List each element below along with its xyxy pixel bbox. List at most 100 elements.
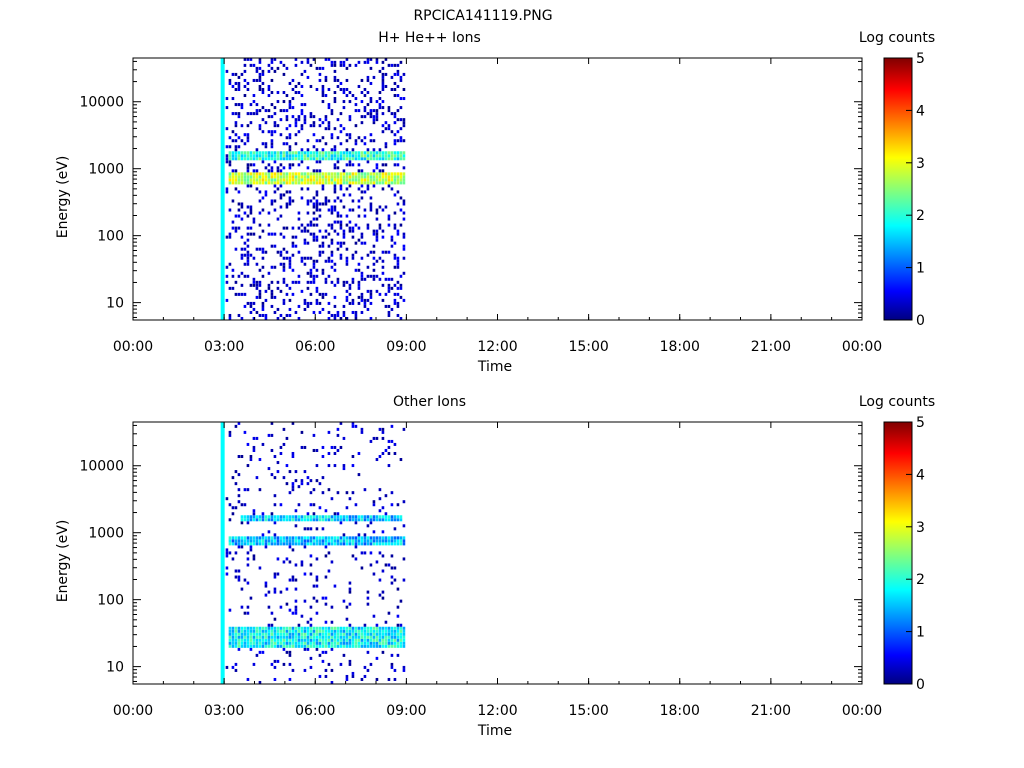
heatmap-cell bbox=[342, 518, 346, 522]
heatmap-cell bbox=[357, 178, 361, 182]
heatmap-cell bbox=[396, 190, 400, 194]
heatmap-cell bbox=[333, 268, 337, 272]
heatmap-cell bbox=[396, 94, 400, 98]
heatmap-cell bbox=[384, 641, 388, 645]
heatmap-cell bbox=[270, 515, 274, 519]
heatmap-cell bbox=[324, 635, 328, 639]
heatmap-cell bbox=[288, 662, 292, 666]
heatmap-cell bbox=[240, 283, 244, 287]
heatmap-cell bbox=[276, 518, 280, 522]
heatmap-cell bbox=[261, 650, 265, 654]
heatmap-cell bbox=[243, 154, 247, 158]
heatmap-cell bbox=[270, 623, 274, 627]
heatmap-cell bbox=[363, 60, 367, 64]
heatmap-cell bbox=[402, 118, 406, 122]
heatmap-cell bbox=[339, 81, 343, 85]
heatmap-cell bbox=[267, 172, 271, 176]
heatmap-cell bbox=[336, 118, 340, 122]
heatmap-cell bbox=[360, 181, 364, 185]
heatmap-cell bbox=[369, 638, 373, 642]
heatmap-cell bbox=[327, 638, 331, 642]
heatmap-cell bbox=[375, 623, 379, 627]
heatmap-cell bbox=[318, 78, 322, 82]
heatmap-cell bbox=[360, 542, 364, 546]
heatmap-cell bbox=[318, 632, 322, 636]
heatmap-cell bbox=[339, 184, 343, 188]
heatmap-cell bbox=[378, 178, 382, 182]
heatmap-cell bbox=[348, 662, 352, 666]
heatmap-cell bbox=[342, 205, 346, 209]
heatmap-cell bbox=[249, 548, 253, 552]
heatmap-cell bbox=[255, 310, 259, 314]
heatmap-cell bbox=[270, 265, 274, 269]
heatmap-cell bbox=[309, 112, 313, 116]
heatmap-cell bbox=[384, 292, 388, 296]
heatmap-cell bbox=[330, 112, 334, 116]
heatmap-cell bbox=[249, 253, 253, 257]
heatmap-cell bbox=[381, 87, 385, 92]
heatmap-cell bbox=[363, 115, 367, 119]
heatmap-cell bbox=[231, 626, 235, 630]
heatmap-cell bbox=[369, 115, 373, 119]
heatmap-cell bbox=[363, 175, 367, 179]
heatmap-cell bbox=[333, 451, 337, 456]
heatmap-cell bbox=[345, 256, 349, 260]
heatmap-cell bbox=[375, 259, 379, 263]
heatmap-cell bbox=[258, 629, 262, 633]
heatmap-cell bbox=[342, 641, 346, 645]
heatmap-cell bbox=[369, 175, 373, 179]
heatmap-cell bbox=[261, 301, 265, 305]
heatmap-cell bbox=[315, 286, 319, 290]
heatmap-cell bbox=[375, 677, 379, 681]
heatmap-cell bbox=[288, 106, 292, 110]
heatmap-cell bbox=[396, 84, 400, 88]
heatmap-cell bbox=[237, 181, 241, 185]
heatmap-cell bbox=[318, 518, 322, 522]
heatmap-cell bbox=[339, 253, 343, 257]
heatmap-cell bbox=[324, 235, 328, 239]
heatmap-cell bbox=[306, 647, 310, 651]
heatmap-cell bbox=[399, 629, 403, 633]
heatmap-cell bbox=[333, 75, 337, 79]
heatmap-cell bbox=[255, 181, 259, 185]
heatmap-cell bbox=[369, 644, 373, 648]
heatmap-cell bbox=[237, 647, 241, 651]
heatmap-cell bbox=[285, 557, 289, 561]
heatmap-cell bbox=[399, 136, 403, 140]
heatmap-cell bbox=[390, 238, 394, 242]
heatmap-cell bbox=[279, 451, 283, 456]
heatmap-cell bbox=[378, 518, 382, 522]
heatmap-cell bbox=[339, 60, 343, 64]
heatmap-cell bbox=[294, 635, 298, 639]
heatmap-cell bbox=[285, 638, 289, 642]
heatmap-cell bbox=[387, 283, 391, 287]
heatmap-cell bbox=[381, 235, 385, 239]
heatmap-cell bbox=[360, 241, 364, 245]
heatmap-cell bbox=[393, 518, 397, 522]
heatmap-cell bbox=[288, 154, 292, 158]
heatmap-cell bbox=[273, 157, 277, 161]
heatmap-cell bbox=[387, 250, 391, 254]
heatmap-cell bbox=[231, 181, 235, 185]
heatmap-cell bbox=[249, 283, 253, 287]
heatmap-cell bbox=[315, 626, 319, 630]
heatmap-cell bbox=[333, 445, 337, 449]
heatmap-cell bbox=[366, 226, 370, 230]
heatmap-cell bbox=[384, 121, 388, 125]
heatmap-cell bbox=[285, 190, 289, 194]
heatmap-cell bbox=[330, 680, 334, 684]
heatmap-cell bbox=[291, 157, 295, 161]
heatmap-cell bbox=[372, 229, 376, 233]
heatmap-cell bbox=[276, 124, 280, 128]
heatmap-cell bbox=[300, 641, 304, 645]
heatmap-cell bbox=[246, 301, 250, 305]
y-tick-label: 10000 bbox=[79, 95, 124, 111]
heatmap-cell bbox=[366, 524, 370, 528]
heatmap-cell bbox=[354, 151, 358, 155]
heatmap-cell bbox=[354, 521, 358, 525]
heatmap-cell bbox=[330, 629, 334, 633]
heatmap-cell bbox=[243, 578, 247, 582]
heatmap-cell bbox=[300, 103, 304, 107]
heatmap-cell bbox=[321, 87, 325, 92]
